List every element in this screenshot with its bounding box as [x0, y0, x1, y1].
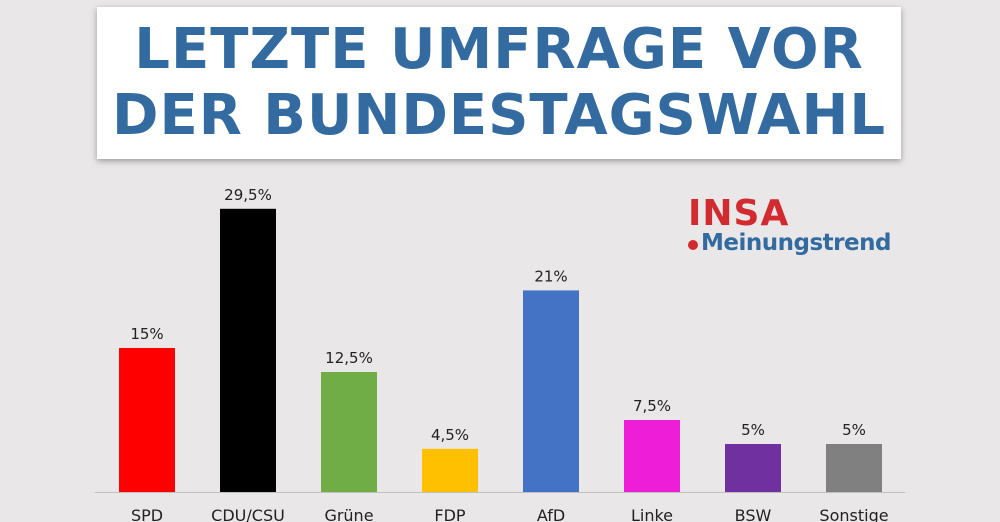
logo-brand: INSA: [688, 193, 790, 234]
category-label: Sonstige: [819, 506, 888, 522]
data-label: 29,5%: [224, 186, 272, 204]
page-title-line-2: DER BUNDESTAGSWAHL: [111, 83, 887, 148]
data-label: 12,5%: [325, 349, 373, 367]
logo-subtitle: Meinungstrend: [701, 230, 891, 256]
category-label: Grüne: [324, 506, 373, 522]
category-label: BSW: [735, 506, 772, 522]
data-label: 7,5%: [633, 397, 671, 415]
category-label: AfD: [537, 506, 565, 522]
bar-gr-ne: [321, 372, 377, 492]
data-label: 21%: [534, 267, 567, 285]
page-title-line-1: LETZTE UMFRAGE VOR: [134, 17, 864, 82]
bar-fdp: [422, 448, 478, 492]
data-label: 5%: [741, 421, 765, 439]
category-label: FDP: [434, 506, 466, 522]
bar-bsw: [725, 444, 781, 492]
logo-dot-icon: [688, 240, 698, 250]
category-label: CDU/CSU: [211, 506, 285, 522]
data-label: 4,5%: [431, 426, 469, 444]
data-label: 5%: [842, 421, 866, 439]
category-label: Linke: [631, 506, 673, 522]
bar-spd: [119, 348, 175, 492]
bar-linke: [624, 420, 680, 492]
bar-afd: [523, 290, 579, 492]
bar-cdu-csu: [220, 208, 276, 493]
bar-sonstige: [826, 444, 882, 492]
title-box: LETZTE UMFRAGE VOR DER BUNDESTAGSWAHL: [97, 7, 901, 159]
category-label: SPD: [131, 506, 163, 522]
insa-logo: INSA Meinungstrend: [688, 196, 918, 266]
data-label: 15%: [130, 325, 163, 343]
